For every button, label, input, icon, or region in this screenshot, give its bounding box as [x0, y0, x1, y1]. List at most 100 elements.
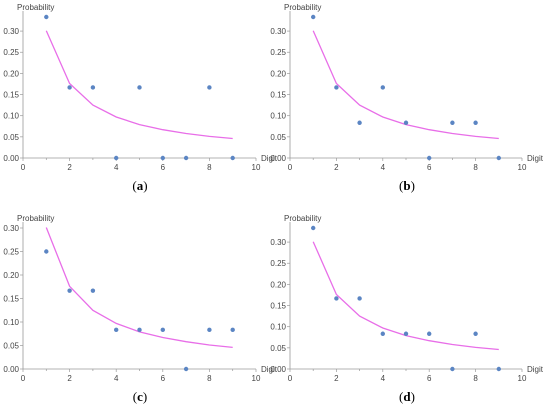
y-tick-label: 0.10: [3, 318, 19, 327]
x-axis-title: Digit: [261, 154, 278, 163]
x-tick-label: 2: [67, 163, 72, 172]
data-point-6: [160, 327, 165, 333]
data-point-4: [114, 327, 119, 333]
data-point-6: [427, 331, 432, 336]
x-tick-label: 8: [207, 163, 212, 172]
y-tick-label: 0.15: [270, 302, 286, 311]
x-tick-label: 0: [288, 374, 293, 383]
y-tick-label: 0.20: [270, 69, 286, 78]
y-tick-label: 0.25: [3, 248, 19, 257]
y-tick-label: 0.30: [3, 27, 19, 36]
panel-caption: (b): [399, 178, 415, 193]
chart-panel-c: 0.00 0.05 0.10 0.15 0.20 0.25 0.30 0 2 4 6 8 10 Proba…: [3, 214, 277, 404]
data-point-9: [230, 155, 235, 161]
data-point-5: [137, 327, 142, 333]
x-tick-label: 10: [252, 163, 261, 172]
y-tick-label: 0.20: [3, 271, 19, 280]
data-point-6: [427, 155, 432, 161]
data-point-2: [67, 85, 72, 90]
x-tick-label: 0: [21, 163, 26, 172]
data-point-5: [403, 331, 409, 336]
y-tick-label: 0.00: [3, 365, 19, 374]
y-tick-label: 0.20: [3, 69, 19, 78]
panel-caption: (a): [132, 178, 147, 193]
y-tick-label: 0.25: [270, 259, 286, 268]
y-tick-label: 0.10: [270, 112, 286, 121]
data-point-8: [473, 120, 478, 125]
data-point-8: [207, 327, 212, 333]
x-tick-label: 2: [67, 374, 72, 383]
y-axis-title: Probability: [284, 3, 321, 12]
data-point-2: [334, 296, 339, 301]
data-point-1: [44, 14, 49, 20]
x-tick-label: 2: [334, 374, 339, 383]
y-tick-label: 0.10: [3, 112, 19, 121]
data-point-3: [357, 120, 362, 125]
x-tick-label: 8: [207, 374, 212, 383]
y-tick-label: 0.25: [3, 48, 19, 57]
data-point-4: [380, 85, 385, 90]
data-point-9: [230, 327, 235, 333]
data-point-8: [473, 331, 478, 336]
data-point-5: [137, 85, 142, 90]
x-tick-label: 10: [518, 163, 527, 172]
x-tick-label: 4: [114, 374, 119, 383]
y-tick-label: 0.30: [3, 224, 19, 233]
y-tick-label: 0.05: [3, 133, 19, 142]
x-tick-label: 10: [518, 374, 527, 383]
data-point-6: [160, 155, 165, 161]
data-point-3: [357, 296, 362, 301]
data-point-7: [183, 366, 189, 372]
chart-panel-a: 0.00 0.05 0.10 0.15 0.20 0.25 0.30 0 2 4 6 8 10 Proba…: [3, 3, 277, 193]
x-tick-label: 4: [381, 374, 386, 383]
y-tick-label: 0.00: [3, 154, 19, 163]
x-axis-title: Digit: [261, 365, 278, 374]
x-tick-label: 10: [252, 374, 261, 383]
x-tick-label: 6: [427, 374, 432, 383]
y-tick-label: 0.15: [3, 295, 19, 304]
y-tick-label: 0.15: [3, 91, 19, 100]
y-tick-label: 0.25: [270, 48, 286, 57]
y-tick-label: 0.00: [270, 365, 286, 374]
data-point-7: [450, 120, 455, 125]
data-point-7: [183, 155, 189, 161]
chart-panel-b: 0.00 0.05 0.10 0.15 0.20 0.25 0.30 0 2 4 6 8 10 Proba…: [270, 3, 543, 193]
data-point-3: [90, 85, 96, 90]
x-tick-label: 6: [427, 163, 432, 172]
data-point-1: [44, 249, 49, 254]
data-point-7: [450, 366, 455, 372]
data-point-3: [90, 288, 96, 293]
data-point-4: [380, 331, 385, 336]
x-tick-label: 2: [334, 163, 339, 172]
data-point-5: [403, 120, 409, 125]
data-point-4: [114, 155, 119, 161]
chart-panel-d: 0.00 0.05 0.10 0.15 0.20 0.25 0.30 0 2 4 6 8 10 Proba…: [270, 214, 543, 404]
x-tick-label: 6: [161, 374, 166, 383]
data-point-9: [496, 155, 501, 161]
panel-caption: (d): [399, 389, 415, 404]
x-tick-label: 6: [161, 163, 166, 172]
data-point-2: [67, 288, 72, 293]
y-tick-label: 0.10: [270, 323, 286, 332]
x-tick-label: 0: [21, 374, 26, 383]
x-tick-label: 0: [288, 163, 293, 172]
data-point-2: [334, 85, 339, 90]
x-tick-label: 4: [114, 163, 119, 172]
x-tick-label: 4: [381, 163, 386, 172]
y-tick-label: 0.30: [270, 27, 286, 36]
y-tick-label: 0.00: [270, 154, 286, 163]
x-axis-title: Digit: [527, 365, 544, 374]
y-axis-title: Probability: [284, 214, 321, 223]
y-tick-label: 0.20: [270, 280, 286, 289]
y-tick-label: 0.05: [3, 342, 19, 351]
y-tick-label: 0.30: [270, 238, 286, 247]
x-axis-title: Digit: [527, 154, 544, 163]
x-tick-label: 8: [473, 163, 478, 172]
data-point-8: [207, 85, 212, 90]
x-tick-label: 8: [473, 374, 478, 383]
reference-curve: [45, 30, 233, 140]
y-axis-title: Probability: [17, 3, 54, 12]
panel-caption: (c): [133, 389, 147, 404]
data-point-9: [496, 366, 501, 372]
